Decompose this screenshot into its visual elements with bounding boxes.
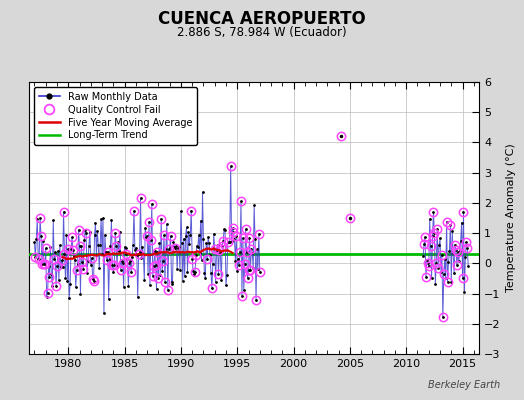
- Text: CUENCA AEROPUERTO: CUENCA AEROPUERTO: [158, 10, 366, 28]
- Y-axis label: Temperature Anomaly (°C): Temperature Anomaly (°C): [506, 144, 516, 292]
- Legend: Raw Monthly Data, Quality Control Fail, Five Year Moving Average, Long-Term Tren: Raw Monthly Data, Quality Control Fail, …: [34, 87, 197, 145]
- Text: 2.886 S, 78.984 W (Ecuador): 2.886 S, 78.984 W (Ecuador): [177, 26, 347, 39]
- Text: Berkeley Earth: Berkeley Earth: [428, 380, 500, 390]
